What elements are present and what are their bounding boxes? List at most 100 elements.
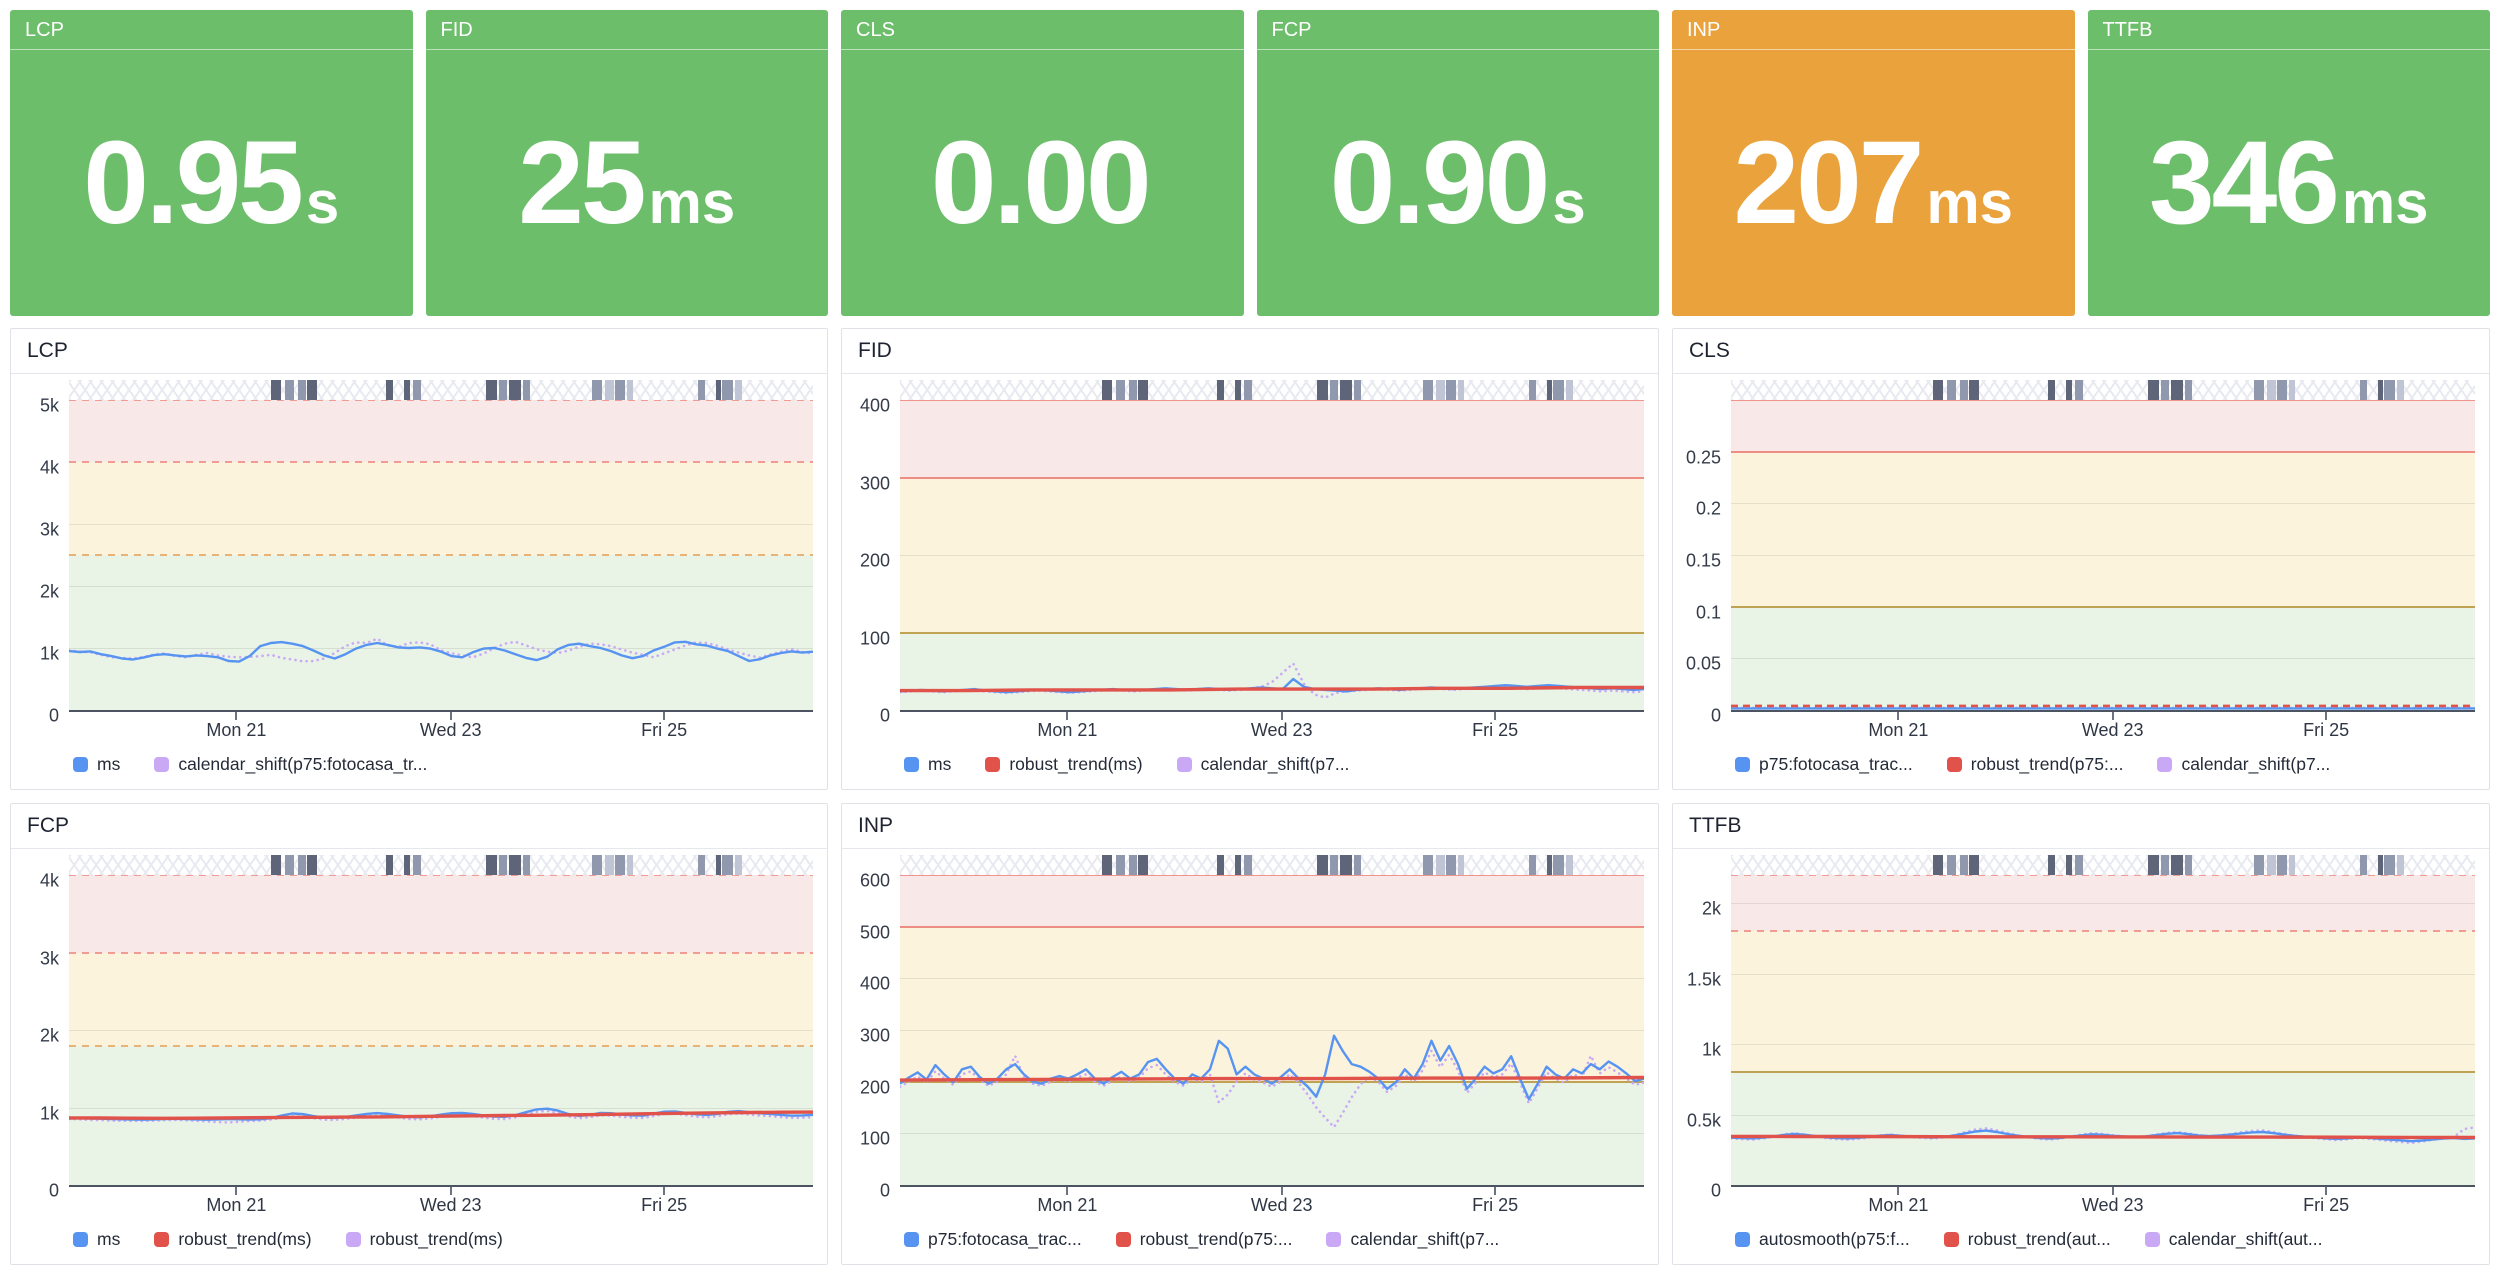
annotation-marker[interactable]: [1340, 855, 1352, 875]
annotation-marker[interactable]: [592, 855, 603, 875]
annotation-marker[interactable]: [2266, 380, 2276, 400]
annotation-marker[interactable]: [604, 855, 614, 875]
annotation-marker[interactable]: [2396, 855, 2404, 875]
annotation-marker[interactable]: [499, 855, 508, 875]
legend-item[interactable]: calendar_shift(p7...: [1326, 1229, 1499, 1250]
annotation-marker[interactable]: [1946, 380, 1957, 400]
annotation-marker[interactable]: [722, 855, 734, 875]
annotation-marker[interactable]: [1933, 855, 1944, 875]
annotation-marker[interactable]: [2289, 380, 2295, 400]
annotation-marker[interactable]: [1243, 380, 1252, 400]
annotation-marker[interactable]: [1969, 855, 1980, 875]
chart-canvas[interactable]: [69, 875, 813, 1185]
annotation-marker[interactable]: [2161, 380, 2170, 400]
annotation-marker[interactable]: [2171, 855, 2183, 875]
annotation-marker[interactable]: [1435, 380, 1445, 400]
annotation-marker[interactable]: [715, 380, 721, 400]
annotation-marker[interactable]: [412, 380, 421, 400]
annotation-marker[interactable]: [2065, 855, 2073, 875]
annotation-marker[interactable]: [2384, 855, 2396, 875]
annotation-marker[interactable]: [1529, 855, 1537, 875]
annotation-marker[interactable]: [1960, 855, 1968, 875]
chart-canvas[interactable]: [1731, 400, 2475, 710]
annotation-marker[interactable]: [284, 855, 295, 875]
annotation-marker[interactable]: [1546, 380, 1552, 400]
annotations-strip[interactable]: [69, 380, 813, 400]
chart-canvas[interactable]: [900, 875, 1644, 1185]
annotation-marker[interactable]: [592, 380, 603, 400]
annotation-marker[interactable]: [1946, 855, 1957, 875]
annotation-marker[interactable]: [2171, 380, 2183, 400]
annotation-marker[interactable]: [1102, 855, 1113, 875]
legend-item[interactable]: robust_trend(aut...: [1943, 1229, 2111, 1250]
annotation-marker[interactable]: [2065, 380, 2073, 400]
chart-title[interactable]: FID: [842, 329, 1658, 374]
annotation-marker[interactable]: [1316, 855, 1328, 875]
annotation-marker[interactable]: [1546, 855, 1552, 875]
chart-canvas[interactable]: [69, 400, 813, 710]
annotation-marker[interactable]: [2254, 855, 2265, 875]
annotation-marker[interactable]: [2047, 855, 2055, 875]
annotation-marker[interactable]: [615, 855, 625, 875]
annotation-marker[interactable]: [385, 855, 393, 875]
annotation-marker[interactable]: [1458, 855, 1464, 875]
annotation-marker[interactable]: [734, 855, 742, 875]
stat-panel-title[interactable]: INP: [1672, 10, 2075, 50]
annotations-strip[interactable]: [900, 380, 1644, 400]
stat-panel-title[interactable]: FID: [425, 10, 828, 50]
annotation-marker[interactable]: [1316, 380, 1328, 400]
legend-item[interactable]: p75:fotocasa_trac...: [1735, 754, 1913, 775]
annotation-marker[interactable]: [1446, 855, 1456, 875]
annotations-strip[interactable]: [900, 855, 1644, 875]
annotation-marker[interactable]: [509, 855, 521, 875]
stat-panel-title[interactable]: TTFB: [2087, 10, 2490, 50]
annotation-marker[interactable]: [412, 855, 421, 875]
legend-item[interactable]: robust_trend(ms): [345, 1229, 503, 1250]
annotation-marker[interactable]: [698, 380, 706, 400]
annotation-marker[interactable]: [1216, 380, 1224, 400]
annotation-marker[interactable]: [2147, 855, 2159, 875]
chart-title[interactable]: CLS: [1673, 329, 2489, 374]
legend-item[interactable]: robust_trend(ms): [154, 1229, 312, 1250]
annotation-marker[interactable]: [2184, 380, 2192, 400]
legend-item[interactable]: calendar_shift(aut...: [2144, 1229, 2323, 1250]
annotation-marker[interactable]: [615, 380, 625, 400]
annotation-marker[interactable]: [2277, 380, 2287, 400]
annotation-marker[interactable]: [1330, 855, 1339, 875]
annotation-marker[interactable]: [1129, 855, 1137, 875]
annotation-marker[interactable]: [1565, 380, 1573, 400]
legend-item[interactable]: ms: [73, 1229, 120, 1250]
annotation-marker[interactable]: [1565, 855, 1573, 875]
legend-item[interactable]: ms: [904, 754, 951, 775]
annotation-marker[interactable]: [1129, 380, 1137, 400]
annotations-strip[interactable]: [69, 855, 813, 875]
annotation-marker[interactable]: [2047, 380, 2055, 400]
annotation-marker[interactable]: [627, 855, 633, 875]
chart-canvas[interactable]: [1731, 875, 2475, 1185]
annotation-marker[interactable]: [307, 855, 318, 875]
annotation-marker[interactable]: [2384, 380, 2396, 400]
annotation-marker[interactable]: [522, 380, 530, 400]
legend-item[interactable]: calendar_shift(p75:fotocasa_tr...: [154, 754, 427, 775]
annotation-marker[interactable]: [2377, 855, 2383, 875]
annotation-marker[interactable]: [1353, 380, 1361, 400]
chart-title[interactable]: TTFB: [1673, 804, 2489, 849]
annotation-marker[interactable]: [385, 380, 393, 400]
annotation-marker[interactable]: [1446, 380, 1456, 400]
annotations-strip[interactable]: [1731, 855, 2475, 875]
annotation-marker[interactable]: [2147, 380, 2159, 400]
annotation-marker[interactable]: [298, 855, 306, 875]
legend-item[interactable]: calendar_shift(p7...: [2157, 754, 2330, 775]
annotation-marker[interactable]: [1234, 855, 1242, 875]
annotation-marker[interactable]: [298, 380, 306, 400]
annotation-marker[interactable]: [522, 855, 530, 875]
annotation-marker[interactable]: [1423, 855, 1434, 875]
annotation-marker[interactable]: [2360, 380, 2368, 400]
annotation-marker[interactable]: [715, 855, 721, 875]
annotation-marker[interactable]: [1138, 380, 1149, 400]
annotation-marker[interactable]: [1234, 380, 1242, 400]
annotation-marker[interactable]: [1553, 380, 1565, 400]
annotation-marker[interactable]: [485, 380, 497, 400]
annotation-marker[interactable]: [1243, 855, 1252, 875]
annotation-marker[interactable]: [722, 380, 734, 400]
